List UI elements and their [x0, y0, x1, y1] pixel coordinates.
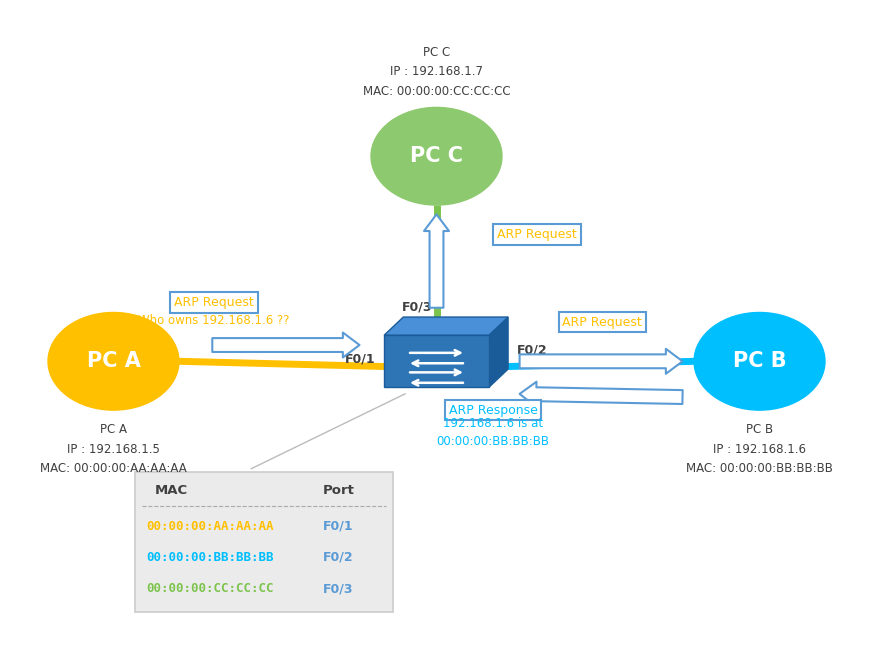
Text: PC B
IP : 192.168.1.6
MAC: 00:00:00:BB:BB:BB: PC B IP : 192.168.1.6 MAC: 00:00:00:BB:B…: [686, 423, 833, 475]
Text: PC B: PC B: [732, 352, 787, 371]
Text: Port: Port: [323, 484, 355, 497]
Text: 00:00:00:CC:CC:CC: 00:00:00:CC:CC:CC: [147, 582, 274, 595]
Text: F0/1: F0/1: [323, 519, 354, 533]
Text: F0/2: F0/2: [517, 343, 547, 356]
FancyBboxPatch shape: [135, 472, 393, 612]
Text: 00:00:00:AA:AA:AA: 00:00:00:AA:AA:AA: [147, 519, 274, 533]
Text: 00:00:00:BB:BB:BB: 00:00:00:BB:BB:BB: [147, 551, 274, 564]
Polygon shape: [384, 335, 489, 387]
FancyArrowPatch shape: [519, 381, 683, 407]
Circle shape: [694, 312, 825, 410]
Text: MAC: MAC: [155, 484, 188, 497]
Text: PC A: PC A: [86, 352, 141, 371]
Text: PC C: PC C: [410, 146, 463, 166]
Circle shape: [371, 107, 502, 205]
Text: PC C
IP : 192.168.1.7
MAC: 00:00:00:CC:CC:CC: PC C IP : 192.168.1.7 MAC: 00:00:00:CC:C…: [362, 46, 511, 98]
Text: F0/3: F0/3: [402, 301, 432, 314]
FancyArrowPatch shape: [519, 349, 683, 374]
FancyArrowPatch shape: [212, 333, 360, 357]
Text: F0/2: F0/2: [323, 551, 354, 564]
Text: ARP Request: ARP Request: [497, 228, 577, 241]
Text: PC A
IP : 192.168.1.5
MAC: 00:00:00:AA:AA:AA: PC A IP : 192.168.1.5 MAC: 00:00:00:AA:A…: [40, 423, 187, 475]
Polygon shape: [384, 317, 508, 335]
Circle shape: [48, 312, 179, 410]
Text: F0/1: F0/1: [345, 352, 375, 365]
Text: ARP Request: ARP Request: [174, 296, 254, 309]
Text: 192.168.1.6 is at
00:00:00:BB:BB:BB: 192.168.1.6 is at 00:00:00:BB:BB:BB: [436, 417, 550, 449]
Polygon shape: [489, 317, 508, 387]
Text: F0/3: F0/3: [323, 582, 354, 595]
FancyArrowPatch shape: [424, 214, 449, 308]
Text: ARP Request: ARP Request: [562, 316, 643, 329]
Text: Who owns 192.168.1.6 ??: Who owns 192.168.1.6 ??: [138, 314, 290, 327]
Text: ARP Response: ARP Response: [449, 404, 538, 417]
